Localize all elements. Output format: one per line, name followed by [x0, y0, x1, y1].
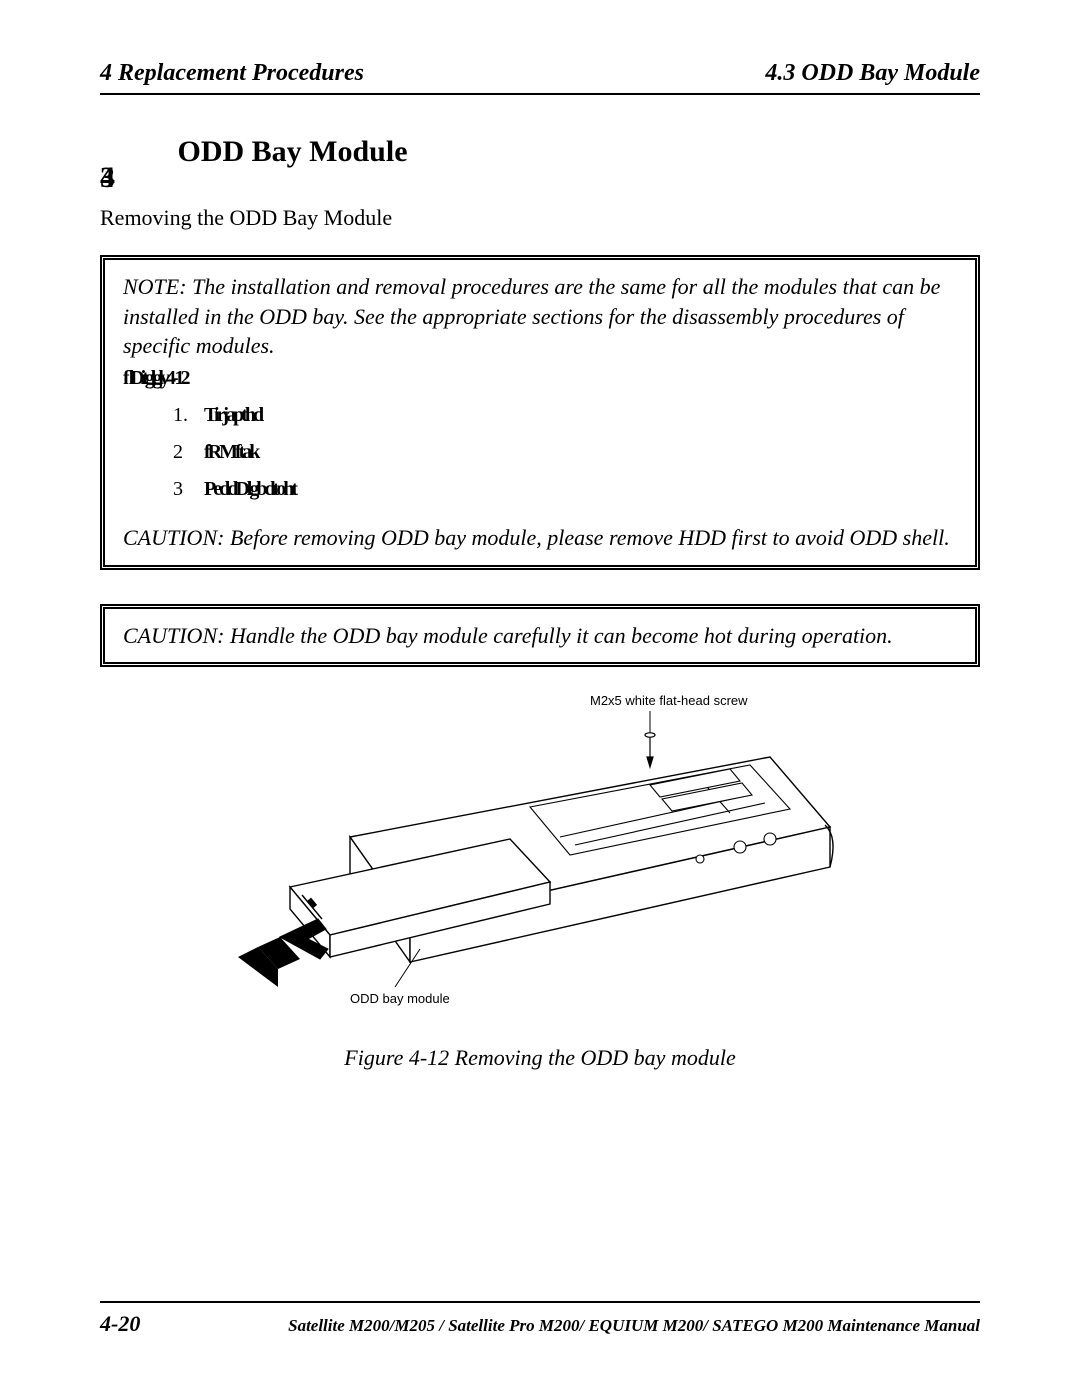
figure-label-bottom: ODD bay module	[350, 991, 450, 1006]
caution1-prefix: CAUTION:	[123, 525, 230, 550]
caution-box-2: CAUTION: Handle the ODD bay module caref…	[100, 604, 980, 668]
caution1-body: Before removing ODD bay module, please r…	[230, 525, 950, 550]
step-num: 1.	[173, 404, 199, 427]
section-heading: 4 3 ODD Bay Module	[100, 135, 980, 169]
step-list: 1. Tirjapthd 2 fRMftak 3 PeddDlgbdtoht	[123, 404, 957, 501]
caution2-text: CAUTION: Handle the ODD bay module caref…	[123, 621, 957, 651]
step-item: 2 fRMftak	[173, 441, 957, 464]
page: 4 Replacement Procedures 4.3 ODD Bay Mod…	[0, 0, 1080, 1397]
caution1-text: CAUTION: Before removing ODD bay module,…	[123, 523, 957, 553]
note-body: The installation and removal procedures …	[123, 274, 940, 358]
note-box: NOTE: The installation and removal proce…	[100, 255, 980, 570]
figure-caption: Figure 4-12 Removing the ODD bay module	[100, 1045, 980, 1071]
step-item: 3 PeddDlgbdtoht	[173, 478, 957, 501]
caution2-body: Handle the ODD bay module carefully it c…	[230, 623, 893, 648]
figure: M2x5 white flat-head screw	[100, 687, 980, 1071]
step-item: 1. Tirjapthd	[173, 404, 957, 427]
step-num: 2	[173, 441, 199, 464]
footer-page-number: 4-20	[100, 1311, 140, 1337]
caution2-prefix: CAUTION:	[123, 623, 230, 648]
garbled-lead: ﬂDitglgly4-12	[123, 367, 957, 390]
figure-svg: M2x5 white flat-head screw	[230, 687, 850, 1027]
step-num: 3	[173, 478, 199, 501]
arrow-icon	[238, 919, 328, 987]
header-right: 4.3 ODD Bay Module	[765, 60, 980, 87]
page-footer: 4-20 Satellite M200/M205 / Satellite Pro…	[100, 1301, 980, 1337]
header-left: 4 Replacement Procedures	[100, 60, 364, 87]
step-text: Tirjapthd	[204, 404, 261, 426]
note-text: NOTE: The installation and removal proce…	[123, 272, 957, 361]
page-header: 4 Replacement Procedures 4.3 ODD Bay Mod…	[100, 60, 980, 95]
note-prefix: NOTE:	[123, 274, 192, 299]
step-text: fRMftak	[204, 441, 257, 463]
screw-icon	[645, 733, 655, 767]
subheading: Removing the ODD Bay Module	[100, 205, 980, 231]
footer-text: Satellite M200/M205 / Satellite Pro M200…	[288, 1316, 980, 1336]
step-text: PeddDlgbdtoht	[204, 478, 295, 500]
figure-label-top: M2x5 white flat-head screw	[590, 693, 748, 708]
section-title: ODD Bay Module	[178, 135, 408, 168]
section-number-b: 3	[100, 161, 115, 195]
